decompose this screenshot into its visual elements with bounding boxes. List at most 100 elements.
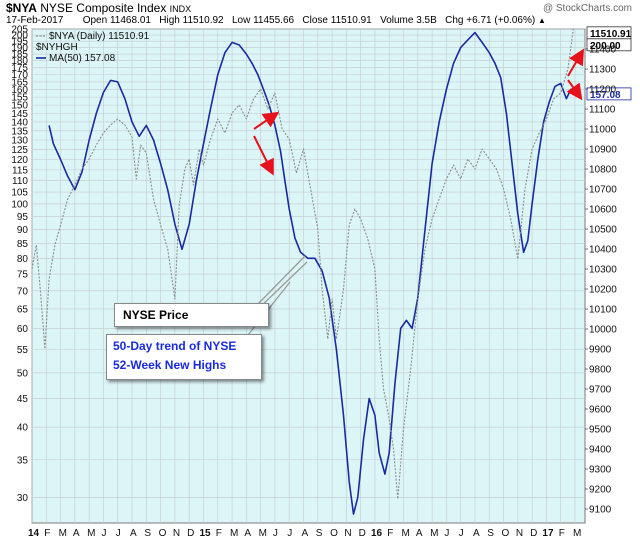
left-tick-label: 100 [11,199,28,210]
x-tick-label: J [444,528,449,539]
left-tick-label: 185 [11,50,28,61]
left-tick-label: 95 [17,212,29,223]
legend-price: $NYA (Daily) 11510.91 [49,31,150,42]
quote-low: 11455.66 [253,15,295,26]
quote-close: 11510.91 [330,15,372,26]
symbol: $NYA [6,1,37,15]
plot-area [31,28,586,524]
right-tick-label: 11200 [589,85,617,96]
price-tag-ma-high: 200.00 [590,41,621,52]
right-tick-label: 10600 [589,205,617,216]
left-tick-label: 90 [17,225,29,236]
left-tick-label: 120 [11,155,28,166]
right-tick-label: 9200 [589,485,612,496]
x-tick-label: M [87,528,95,539]
right-tick-label: 11000 [589,125,617,136]
right-tick-label: 9500 [589,425,612,436]
arrow-down-2015 [253,135,274,176]
right-tick-label: 10100 [589,305,617,316]
left-tick-label: 50 [17,368,29,379]
legend-nyhgh: $NYHGH [36,42,78,53]
left-tick-label: 70 [17,286,29,297]
x-tick-label: D [187,528,194,539]
x-tick-label: A [473,528,480,539]
quote-high: 11510.92 [182,15,224,26]
x-tick-label: A [130,528,137,539]
left-tick-label: 85 [17,239,29,250]
right-tick-label: 9700 [589,385,612,396]
left-tick-label: 180 [11,56,28,67]
right-tick-label: 11300 [589,65,617,76]
callout-price-pointer-2 [257,261,308,310]
right-tick-label: 9900 [589,345,612,356]
right-tick-label: 11100 [589,105,616,116]
price-tag-ma-low-box [586,87,632,101]
x-tick-label: J [459,528,464,539]
right-tick-label: 10200 [589,285,617,296]
left-tick-label: 80 [17,254,29,265]
legend-ma: MA(50) 157.08 [49,53,116,64]
arrow-down-2017 [566,79,583,101]
right-tick-label: 11400 [589,45,617,56]
right-tick-label: 9300 [589,465,612,476]
watermark: @ StockCharts.com [542,3,632,14]
callout-trend: 50-Day trend of NYSE 52-Week New Highs [106,334,262,380]
x-tick-label: M [259,528,267,539]
price-tag-ma-high-box [586,38,632,52]
x-tick-label: A [244,528,251,539]
x-tick-label: O [159,528,167,539]
left-tick-label: 165 [11,77,28,88]
x-tick-label: M [59,528,67,539]
left-tick-label: 75 [17,270,29,281]
index-name: NYSE Composite Index [40,1,167,15]
x-tick-label: J [287,528,292,539]
x-tick-label: F [559,528,565,539]
callout-trend-line1: 50-Day trend of NYSE [113,339,237,353]
left-tick-label: 65 [17,304,29,315]
price-tag-ma-low: 157.08 [590,90,621,101]
x-tick-label: J [101,528,106,539]
quote-open: 11468.01 [109,15,151,26]
left-tick-label: 195 [11,37,28,48]
x-tick-label: N [173,528,180,539]
x-tick-label: 14 [28,528,40,539]
x-tick-label: M [402,528,410,539]
right-tick-label: 10300 [589,265,617,276]
left-tick-label: 110 [12,176,28,187]
left-tick-label: 190 [11,43,28,54]
x-tick-label: M [430,528,438,539]
x-tick-label: M [573,528,581,539]
series-ma50-line [48,31,575,515]
left-tick-label: 200 [11,31,28,42]
left-tick-label: 160 [11,85,28,96]
x-tick-label: S [487,528,494,539]
x-tick-label: S [316,528,323,539]
x-tick-label: F [216,528,222,539]
callout-price: NYSE Price [114,303,269,327]
callout-trend-line2: 52-Week New Highs [113,358,227,372]
x-tick-label: F [387,528,393,539]
right-tick-label: 10900 [589,145,617,156]
left-tick-label: 170 [11,70,28,81]
x-tick-label: 15 [199,528,211,539]
price-tag-close: 11510.91 [590,29,632,40]
x-tick-label: J [273,528,278,539]
x-tick-label: F [44,528,50,539]
right-tick-label: 9100 [589,505,612,516]
quote-line: 17-Feb-2017 Open 11468.01 High 11510.92 … [6,15,546,26]
left-tick-label: 145 [11,109,28,120]
x-tick-label: S [144,528,151,539]
right-tick-label: 10000 [589,325,617,336]
x-tick-label: O [330,528,338,539]
series-nya-price-line [31,26,575,500]
left-tick-label: 45 [17,394,29,405]
left-tick-label: 135 [11,126,28,137]
right-tick-label: 10400 [589,245,617,256]
right-tick-label: 10700 [589,185,617,196]
x-tick-label: A [73,528,80,539]
x-tick-label: A [416,528,423,539]
right-tick-label: 9800 [589,365,612,376]
x-tick-label: D [359,528,366,539]
x-tick-label: 16 [371,528,383,539]
x-tick-label: N [344,528,351,539]
